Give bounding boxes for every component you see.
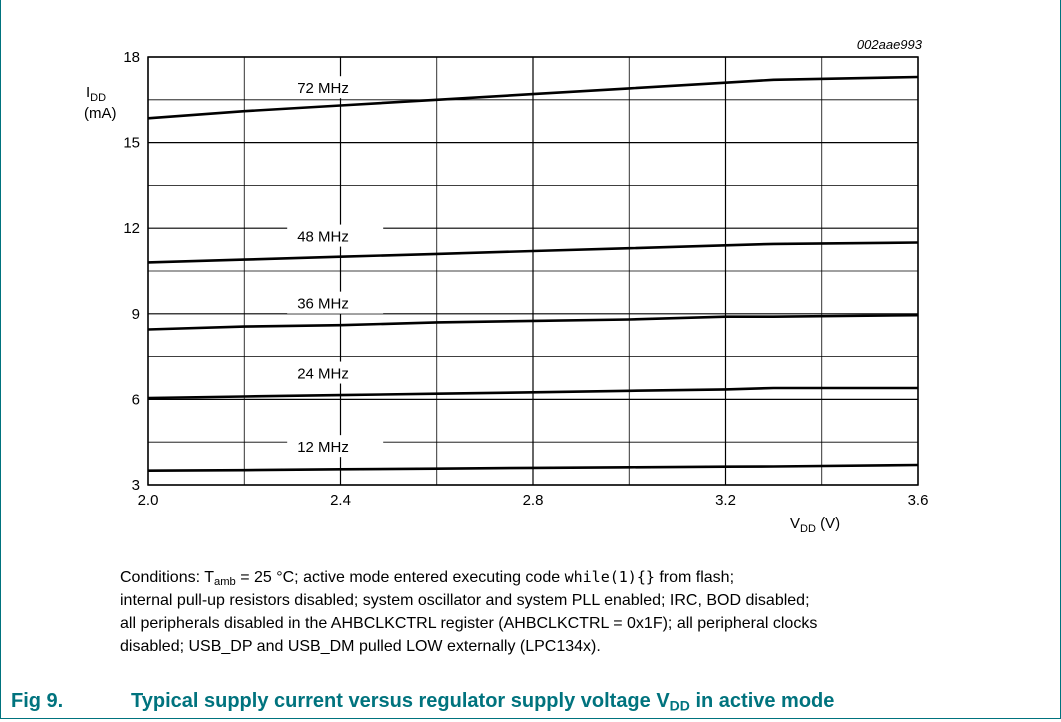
series-label-bg	[287, 76, 384, 99]
conditions-line-3: all peripherals disabled in the AHBCLKCT…	[120, 615, 818, 632]
series-line	[147, 386, 918, 400]
series-line	[147, 75, 919, 120]
x-tick-label: 3.6	[908, 492, 929, 509]
chart-series-labels: 72 MHz 48 MHz 36 MHz 24 MHz 12 MHz	[287, 76, 384, 458]
y-tick-label: 6	[132, 391, 140, 408]
chart-grid	[147, 56, 919, 486]
y-tick-label: 3	[132, 477, 140, 494]
chart-series-lines	[147, 75, 919, 472]
chart-tick-labels: 2.0 2.4 2.8 3.2 3.6 3 6 9 12 15 18	[123, 49, 928, 509]
x-tick-label: 2.0	[138, 492, 159, 509]
conditions-line-4: disabled; USB_DP and USB_DM pulled LOW e…	[120, 638, 601, 655]
x-axis-label: VDD (V)	[790, 515, 840, 535]
figure-number: Fig 9.	[11, 690, 64, 712]
conditions-note: Conditions: Tamb = 25 °C; active mode en…	[120, 566, 990, 658]
series-label-bg	[287, 291, 384, 314]
y-tick-label: 9	[132, 306, 140, 323]
plot-border	[147, 56, 919, 486]
x-tick-label: 2.4	[330, 492, 351, 509]
series-label-bg	[287, 435, 384, 458]
series-label-bg	[287, 361, 384, 384]
y-tick-label: 12	[123, 220, 140, 237]
figure-id: 002aae993	[857, 37, 923, 52]
series-label: 48 MHz	[297, 229, 349, 246]
conditions-line-1: Conditions: Tamb = 25 °C; active mode en…	[120, 568, 735, 588]
conditions-line-2: internal pull-up resistors disabled; sys…	[120, 592, 810, 609]
y-tick-label: 15	[123, 135, 140, 152]
y-tick-label: 18	[123, 49, 140, 66]
figure-caption: Fig 9. Typical supply current versus regu…	[11, 690, 835, 714]
series-label: 24 MHz	[297, 366, 349, 383]
series-line	[147, 313, 919, 331]
x-tick-label: 2.8	[523, 492, 544, 509]
y-axis-unit: (mA)	[84, 105, 117, 122]
y-axis-label: IDD	[86, 84, 106, 104]
chart: 72 MHz 48 MHz 36 MHz 24 MHz 12 MHz 2.0 2.4 2.8…	[84, 37, 928, 535]
series-line	[147, 463, 919, 472]
series-label-bg	[287, 224, 384, 247]
series-label: 12 MHz	[297, 439, 349, 456]
series-label: 72 MHz	[297, 80, 349, 97]
series-label: 36 MHz	[297, 296, 349, 313]
x-tick-label: 3.2	[715, 492, 736, 509]
series-line	[147, 241, 919, 264]
